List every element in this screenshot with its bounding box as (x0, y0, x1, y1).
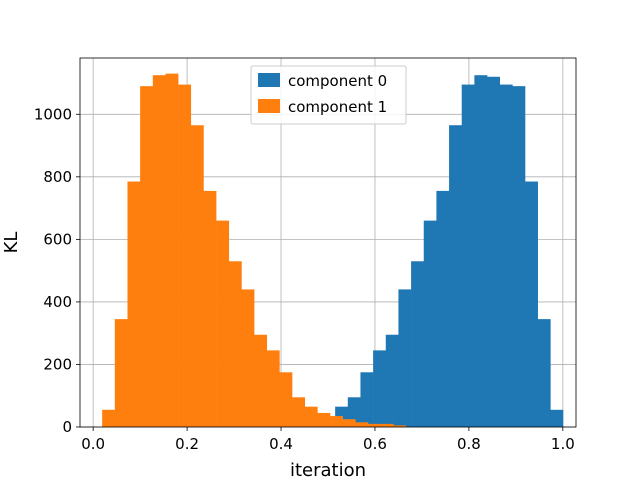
histogram-bar-component-1 (330, 416, 343, 427)
histogram-bar-component-1 (266, 350, 280, 427)
histogram-bar-component-0 (474, 75, 488, 427)
x-tick-label: 0.4 (269, 435, 293, 453)
histogram-bar-component-1 (279, 372, 293, 427)
axis-ticks: 0.0 0.2 0.4 0.6 0.8 1.0 0 200 400 600 800 1000 (34, 105, 575, 453)
histogram-bar-component-0 (499, 84, 513, 427)
axes-frame (79, 57, 577, 428)
histogram-bar-component-1 (165, 73, 179, 427)
histogram-bar-component-1 (292, 397, 306, 427)
histogram-bar-component-0 (373, 350, 387, 427)
histogram-bar-component-0 (537, 319, 551, 427)
y-tick-label: 600 (43, 230, 72, 248)
histogram-bar-component-0 (449, 125, 463, 428)
histogram-bar-component-0 (398, 289, 412, 427)
histogram-bar-component-1 (342, 419, 356, 427)
histogram-bar-component-1 (228, 261, 242, 427)
legend: component 0 component 1 (250, 65, 407, 125)
y-tick-label: 400 (43, 293, 72, 311)
y-tick-label: 800 (43, 168, 72, 186)
x-tick-label: 0.8 (457, 435, 481, 453)
histogram-bar-component-0 (411, 261, 425, 427)
x-tick-label: 0.6 (363, 435, 387, 453)
histogram-bar-component-0 (525, 181, 538, 427)
histogram-bar-component-1 (102, 409, 116, 427)
legend-swatch-component-0 (258, 73, 280, 87)
histogram-bar-component-1 (317, 412, 331, 427)
histogram-bar-component-1 (367, 423, 381, 427)
histogram-bar-component-1 (241, 289, 255, 427)
histogram-bar-component-1 (190, 125, 204, 428)
histogram-bar-component-1 (203, 190, 217, 427)
histogram-bar-component-1 (304, 406, 318, 427)
x-tick-label: 0.0 (81, 435, 105, 453)
histogram-bar-component-0 (360, 372, 374, 427)
histogram-bar-component-0 (461, 84, 475, 427)
y-tick-label: 1000 (34, 105, 72, 123)
histogram-bar-component-1 (393, 425, 407, 427)
legend-label-component-1: component 1 (288, 98, 387, 116)
x-tick-label: 1.0 (551, 435, 575, 453)
histogram-bar-component-1 (355, 422, 369, 427)
histogram-bar-component-1 (380, 423, 394, 427)
histogram-bars (102, 73, 564, 428)
y-tick-label: 200 (43, 355, 72, 373)
histogram-bar-component-0 (385, 334, 399, 427)
y-tick-label: 0 (62, 418, 72, 436)
histogram-bar-component-1 (216, 220, 230, 427)
histogram-bar-component-0 (487, 76, 500, 428)
legend-swatch-component-1 (258, 99, 280, 113)
histogram-bar-component-1 (140, 86, 154, 427)
y-axis-label: KL (1, 232, 22, 254)
histogram-bar-component-1 (152, 75, 166, 427)
histogram-bar-component-1 (114, 319, 128, 427)
histogram-bar-component-0 (436, 190, 450, 427)
histogram-bar-component-0 (550, 409, 564, 427)
legend-box (250, 65, 407, 125)
legend-label-component-0: component 0 (288, 72, 387, 90)
x-tick-label: 0.2 (175, 435, 199, 453)
histogram-bar-component-1 (178, 84, 192, 427)
histogram-bar-component-1 (127, 181, 141, 427)
histogram-bar-component-0 (512, 86, 526, 427)
x-axis-label: iteration (290, 460, 366, 480)
histogram-bar-component-0 (423, 220, 437, 427)
histogram-bar-component-1 (254, 334, 268, 427)
